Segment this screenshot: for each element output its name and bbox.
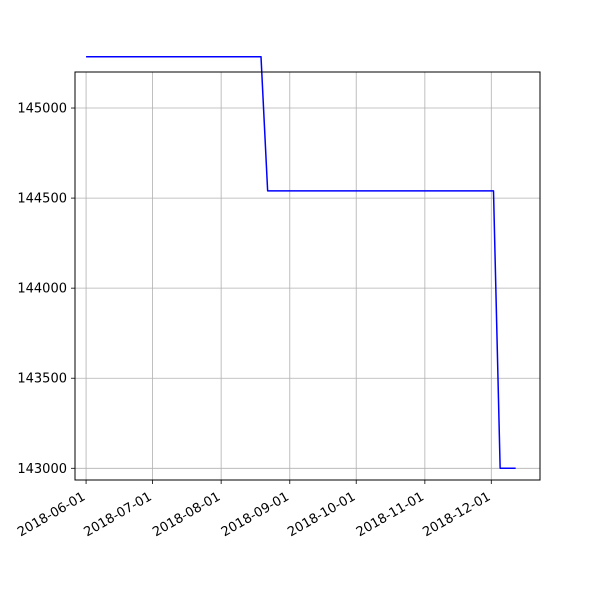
y-tick-label: 143000 bbox=[17, 462, 67, 477]
y-tick-label: 144000 bbox=[17, 282, 67, 297]
y-tick-label: 144500 bbox=[17, 192, 67, 207]
y-axis: 143000 143500 144000 144500 145000 bbox=[17, 102, 75, 477]
y-tick-label: 143500 bbox=[17, 372, 67, 387]
plot-frame bbox=[74, 71, 541, 481]
grid-lines bbox=[75, 72, 540, 480]
series-line-0 bbox=[86, 55, 516, 470]
y-tick-label: 145000 bbox=[17, 102, 67, 117]
series-layer bbox=[86, 55, 516, 470]
